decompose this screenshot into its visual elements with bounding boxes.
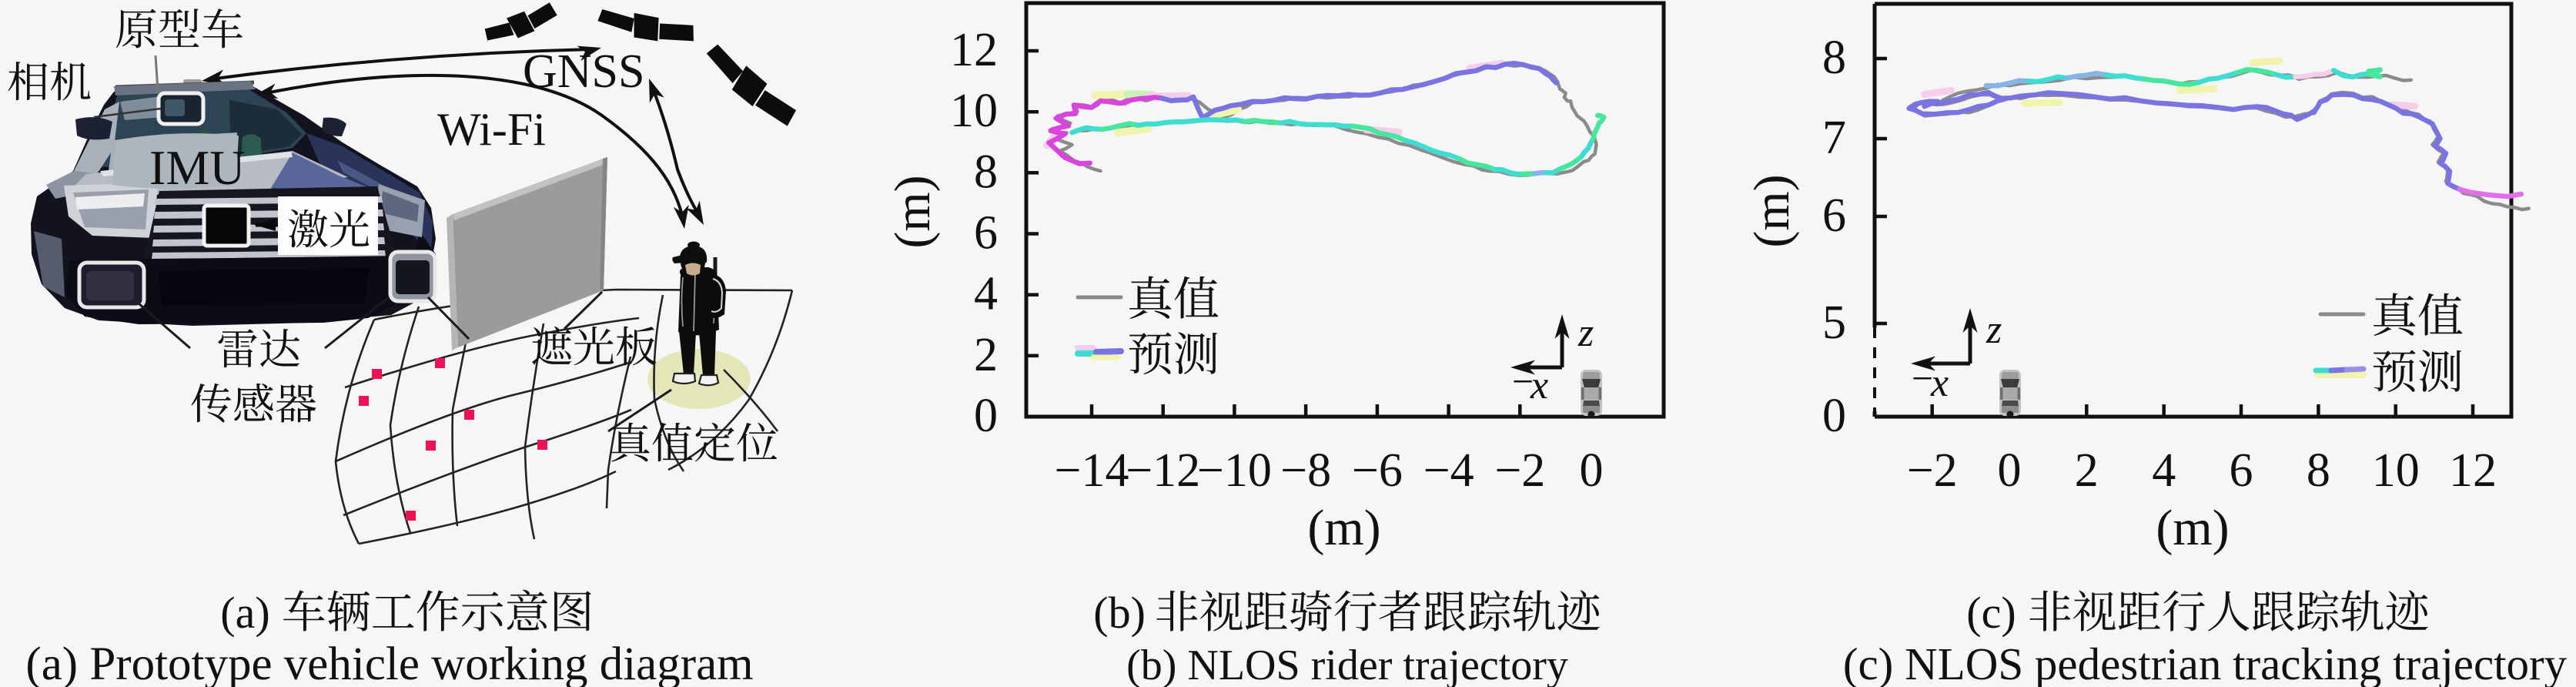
svg-text:2: 2 — [974, 329, 998, 381]
svg-text:0: 0 — [1822, 390, 1846, 442]
svg-text:10: 10 — [950, 85, 998, 137]
svg-text:2: 2 — [2075, 444, 2099, 497]
svg-text:(m): (m) — [1307, 500, 1380, 556]
svg-text:x: x — [1930, 361, 1949, 405]
svg-text:−14: −14 — [1055, 444, 1129, 497]
svg-text:(m): (m) — [885, 175, 941, 248]
svg-text:(c) NLOS pedestrian tracking t: (c) NLOS pedestrian tracking trajectory — [1843, 638, 2568, 687]
svg-text:−4: −4 — [1423, 444, 1474, 497]
svg-text:0: 0 — [1580, 444, 1604, 497]
svg-text:(b) NLOS rider trajectory: (b) NLOS rider trajectory — [1126, 642, 1568, 687]
svg-text:−10: −10 — [1197, 444, 1272, 497]
svg-text:0: 0 — [1998, 444, 2022, 497]
svg-text:z: z — [1986, 308, 2002, 352]
svg-text:12: 12 — [950, 24, 998, 76]
svg-text:7: 7 — [1822, 112, 1846, 164]
svg-text:4: 4 — [974, 268, 998, 320]
svg-text:6: 6 — [2230, 444, 2253, 497]
svg-text:(c): (c) — [1966, 588, 2016, 638]
svg-text:(b): (b) — [1093, 588, 1146, 638]
svg-text:z: z — [1577, 311, 1594, 355]
svg-text:Wi-Fi: Wi-Fi — [437, 104, 546, 155]
svg-text:(m): (m) — [1744, 174, 1800, 247]
svg-text:12: 12 — [2449, 444, 2497, 497]
svg-text:(a): (a) — [220, 588, 269, 638]
svg-text:8: 8 — [974, 146, 998, 198]
svg-text:(a) Prototype vehicle working: (a) Prototype vehicle working diagram — [25, 638, 753, 687]
svg-text:−: − — [1912, 357, 1933, 400]
svg-text:6: 6 — [1822, 189, 1846, 242]
svg-text:6: 6 — [974, 207, 998, 260]
svg-text:8: 8 — [1822, 32, 1846, 84]
svg-text:x: x — [1530, 364, 1548, 407]
svg-text:5: 5 — [1822, 297, 1846, 349]
svg-text:−2: −2 — [1494, 444, 1545, 497]
svg-text:−2: −2 — [1907, 444, 1958, 497]
svg-text:−12: −12 — [1126, 444, 1200, 497]
svg-text:10: 10 — [2372, 444, 2420, 497]
svg-text:GNSS: GNSS — [523, 45, 645, 98]
svg-text:−8: −8 — [1280, 444, 1331, 497]
svg-text:−6: −6 — [1352, 444, 1403, 497]
svg-text:4: 4 — [2152, 444, 2176, 497]
svg-text:−: − — [1512, 360, 1534, 403]
svg-text:0: 0 — [974, 390, 998, 442]
svg-text:IMU: IMU — [149, 140, 245, 195]
svg-text:8: 8 — [2307, 444, 2330, 497]
svg-text:(m): (m) — [2156, 500, 2229, 556]
